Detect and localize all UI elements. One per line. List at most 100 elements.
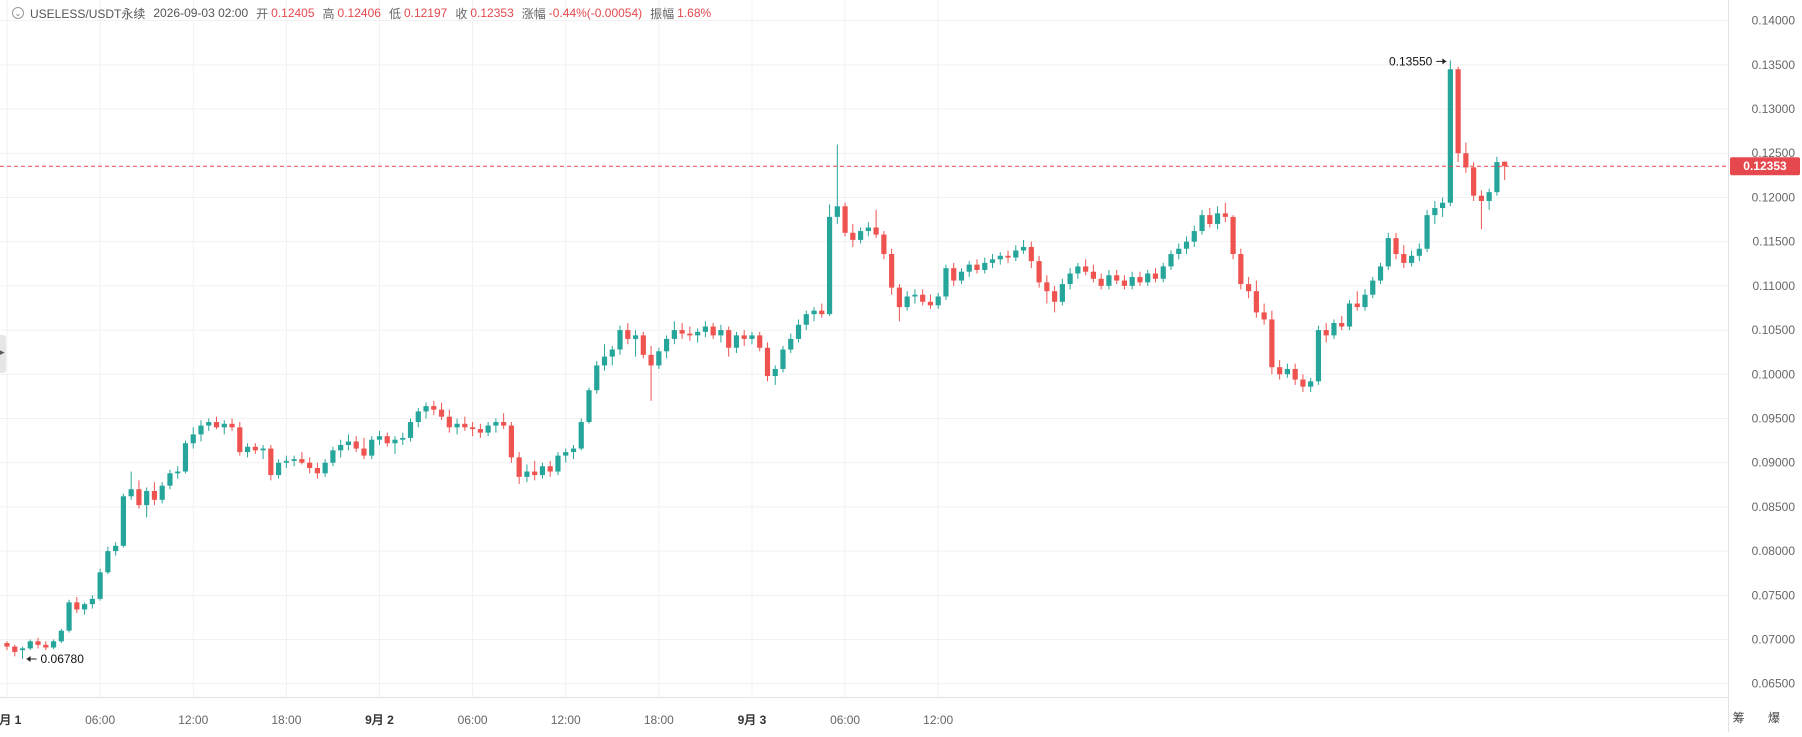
candle (1168, 250, 1174, 270)
candle (803, 310, 809, 331)
open-value: 0.12405 (271, 6, 315, 20)
candle (338, 439, 344, 458)
candle (431, 400, 437, 415)
candle-body (578, 422, 584, 449)
candle-body (1447, 69, 1453, 203)
candle-body (485, 425, 491, 433)
candle (167, 469, 173, 490)
corner-tools[interactable]: 筹 爆 (1732, 711, 1790, 725)
candle-body (889, 254, 895, 288)
candle-body (35, 641, 41, 645)
candle-body (1207, 215, 1213, 224)
candle-body (1121, 280, 1128, 286)
candle (221, 420, 227, 435)
candle-body (524, 471, 530, 477)
candle (136, 480, 142, 509)
candle (772, 365, 778, 385)
candle-body (912, 294, 918, 297)
time-tick-label: 12:00 (551, 713, 581, 727)
candle-body (632, 335, 639, 339)
candle (1044, 275, 1050, 304)
candle-body (958, 271, 965, 281)
candle-body (144, 490, 150, 506)
candle (1300, 374, 1306, 392)
candle (671, 321, 677, 345)
candle (943, 264, 949, 301)
candle-body (384, 436, 390, 444)
candle-body (1331, 322, 1337, 336)
left-panel-handle[interactable]: ▸ (0, 335, 6, 373)
change-value: -0.44%(-0.00054) (548, 6, 643, 20)
candle (1152, 268, 1159, 283)
candle (640, 331, 646, 359)
candle (291, 455, 297, 467)
collapse-toggle-icon[interactable]: ⌄ (12, 7, 24, 19)
candle-body (1168, 254, 1174, 267)
candle-body (237, 427, 243, 453)
candle (283, 455, 289, 468)
candle (1471, 162, 1477, 201)
candle (1191, 225, 1197, 247)
candle-body (1269, 319, 1275, 368)
price-tick-label: 0.07500 (1752, 588, 1796, 602)
candle-body (951, 268, 957, 281)
candle (974, 259, 980, 274)
candle (1005, 250, 1011, 263)
candle (369, 436, 375, 460)
time-axis[interactable]: 9月 1 06:00 12:00 18:00 9月 2 06:00 12:00 18:00 9月… (0, 697, 1728, 728)
candle (617, 325, 623, 355)
candle-body (1486, 192, 1492, 201)
candle (322, 459, 328, 477)
candle-body (601, 356, 608, 366)
candle (1362, 289, 1368, 311)
candle-body (1152, 273, 1159, 279)
high-annotation: 0.13550 (1389, 54, 1433, 68)
candle (1020, 239, 1027, 255)
candle-body (1044, 282, 1050, 292)
candle-body (400, 437, 406, 440)
candle (446, 409, 452, 433)
candle (113, 542, 119, 556)
grid-lines (0, 0, 1728, 697)
candle (82, 602, 88, 615)
candle-body (1315, 330, 1322, 382)
candle (834, 144, 840, 224)
candle (35, 637, 41, 649)
time-tick-label: 06:00 (458, 713, 488, 727)
candle (4, 641, 10, 651)
candle-body (175, 471, 181, 474)
candle-body (710, 326, 716, 336)
last-price-label: 0.12353 (1743, 159, 1787, 173)
candle-body (182, 443, 189, 472)
candle (881, 231, 887, 260)
candle-body (1199, 215, 1205, 232)
candle-body (788, 338, 794, 350)
candle-body (198, 425, 204, 435)
candle (726, 326, 732, 357)
price-tick-label: 0.14000 (1752, 14, 1796, 28)
candle-body (803, 314, 809, 325)
candle (361, 437, 367, 460)
candle (182, 440, 189, 474)
candle-body (772, 368, 778, 377)
candle-body (1455, 69, 1461, 154)
candle (1121, 275, 1128, 290)
candle (415, 407, 421, 428)
candle-body (904, 296, 910, 308)
time-tick-label: 12:00 (178, 713, 208, 727)
candle-body (221, 423, 227, 428)
price-axis[interactable]: 0.06500 0.07000 0.07500 0.08000 0.08500 0.090… (1728, 0, 1801, 732)
candle-body (516, 457, 522, 477)
candle-body (679, 330, 685, 334)
candle-body (97, 572, 103, 599)
candle (1067, 268, 1073, 290)
candle (1137, 271, 1143, 286)
candle-body (974, 264, 980, 270)
candle-body (1424, 215, 1430, 249)
price-tick-label: 0.11500 (1753, 235, 1796, 249)
candle (1354, 291, 1360, 311)
candle-body (795, 324, 802, 339)
candle-body (438, 409, 445, 417)
